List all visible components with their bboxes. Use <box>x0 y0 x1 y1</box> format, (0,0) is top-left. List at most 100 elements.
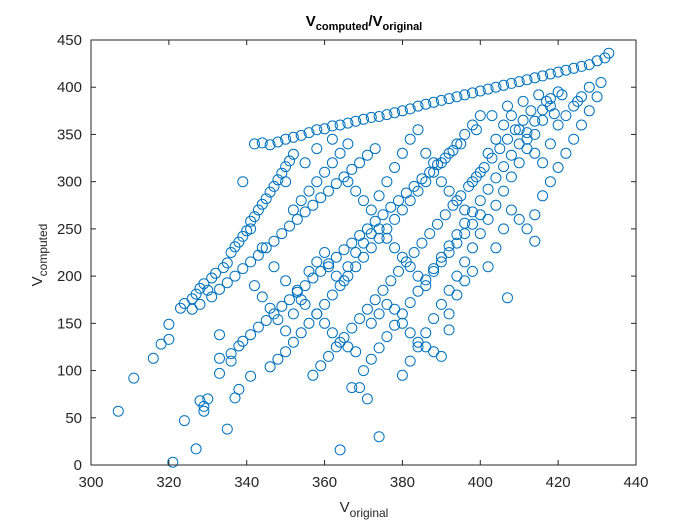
data-point <box>299 157 311 169</box>
data-point <box>214 367 225 379</box>
data-point <box>365 111 377 123</box>
data-point <box>404 297 416 309</box>
data-point <box>377 209 389 221</box>
data-point <box>404 133 416 145</box>
data-point <box>603 47 615 59</box>
axes-box <box>90 39 637 466</box>
data-point <box>361 149 373 161</box>
data-point <box>420 274 432 286</box>
data-point <box>350 185 362 197</box>
data-point <box>498 185 510 197</box>
data-point <box>396 105 408 117</box>
data-point <box>486 110 498 122</box>
data-point <box>389 213 401 225</box>
data-point <box>358 237 369 249</box>
data-point <box>245 370 257 382</box>
data-point <box>272 174 284 186</box>
data-point <box>358 365 369 377</box>
data-point <box>482 213 494 225</box>
data-point <box>284 294 295 306</box>
data-point <box>365 242 377 254</box>
data-point <box>287 204 299 216</box>
data-point <box>323 261 334 273</box>
data-point <box>544 138 556 150</box>
data-point <box>268 261 280 273</box>
title-sub-original: original <box>383 21 423 33</box>
data-point <box>537 157 549 169</box>
data-point <box>311 308 323 320</box>
data-point <box>443 308 455 320</box>
data-point <box>202 393 214 405</box>
data-point <box>509 124 521 136</box>
data-point <box>155 338 167 350</box>
data-point <box>291 284 303 296</box>
x-tick-label: 320 <box>156 474 181 491</box>
data-point <box>393 265 404 277</box>
data-point <box>443 324 455 336</box>
data-point <box>268 308 280 320</box>
data-point <box>319 123 331 135</box>
data-point <box>229 270 241 282</box>
data-point <box>198 278 210 290</box>
ticks-layer: 300 320 340 360 380 400 420 440 0 50 100 150 200 250 3… <box>57 32 649 491</box>
data-point <box>552 66 564 78</box>
data-point <box>280 176 292 188</box>
data-point <box>439 209 451 221</box>
data-point <box>287 308 299 320</box>
y-tick-label: 100 <box>57 363 82 380</box>
data-point <box>412 124 424 136</box>
data-point <box>451 270 463 282</box>
data-point <box>307 199 319 211</box>
data-point <box>237 335 249 347</box>
data-point <box>202 284 214 296</box>
data-point <box>498 223 510 235</box>
data-point <box>443 240 455 252</box>
data-point <box>459 128 471 140</box>
data-point <box>533 89 545 101</box>
data-point <box>369 143 381 155</box>
data-point <box>323 258 334 270</box>
data-point <box>404 261 416 273</box>
data-point <box>416 237 428 249</box>
data-point <box>264 139 276 151</box>
data-point <box>346 322 358 334</box>
data-point <box>280 325 292 337</box>
data-point <box>404 327 416 339</box>
x-tick-label: 440 <box>623 474 648 491</box>
data-point <box>560 147 572 159</box>
data-point <box>319 317 331 329</box>
data-point <box>295 327 307 339</box>
data-point <box>334 119 346 131</box>
title-sub-computed: computed <box>316 21 369 33</box>
data-point <box>291 213 303 225</box>
y-tick-label: 150 <box>57 315 82 332</box>
data-point <box>330 270 342 282</box>
data-point <box>389 242 401 254</box>
data-point <box>233 383 245 395</box>
data-point <box>591 91 603 103</box>
data-point <box>323 185 334 197</box>
data-point <box>443 185 455 197</box>
data-point <box>412 100 424 112</box>
data-point <box>241 225 253 237</box>
data-point <box>112 405 124 417</box>
data-point <box>424 228 436 240</box>
data-point <box>389 162 401 173</box>
data-point <box>128 372 140 384</box>
data-point <box>206 291 218 303</box>
data-point <box>583 105 595 117</box>
data-point <box>498 79 510 91</box>
data-point <box>470 124 482 136</box>
data-point <box>260 242 272 254</box>
data-point <box>350 346 362 358</box>
data-point <box>591 55 603 67</box>
y-tick-label: 400 <box>57 79 82 96</box>
data-point <box>249 138 260 150</box>
data-point <box>459 89 471 101</box>
data-point <box>537 70 549 82</box>
data-point <box>334 444 346 456</box>
data-point <box>595 77 607 88</box>
data-point <box>311 124 323 136</box>
title-slash: /V <box>368 13 382 30</box>
